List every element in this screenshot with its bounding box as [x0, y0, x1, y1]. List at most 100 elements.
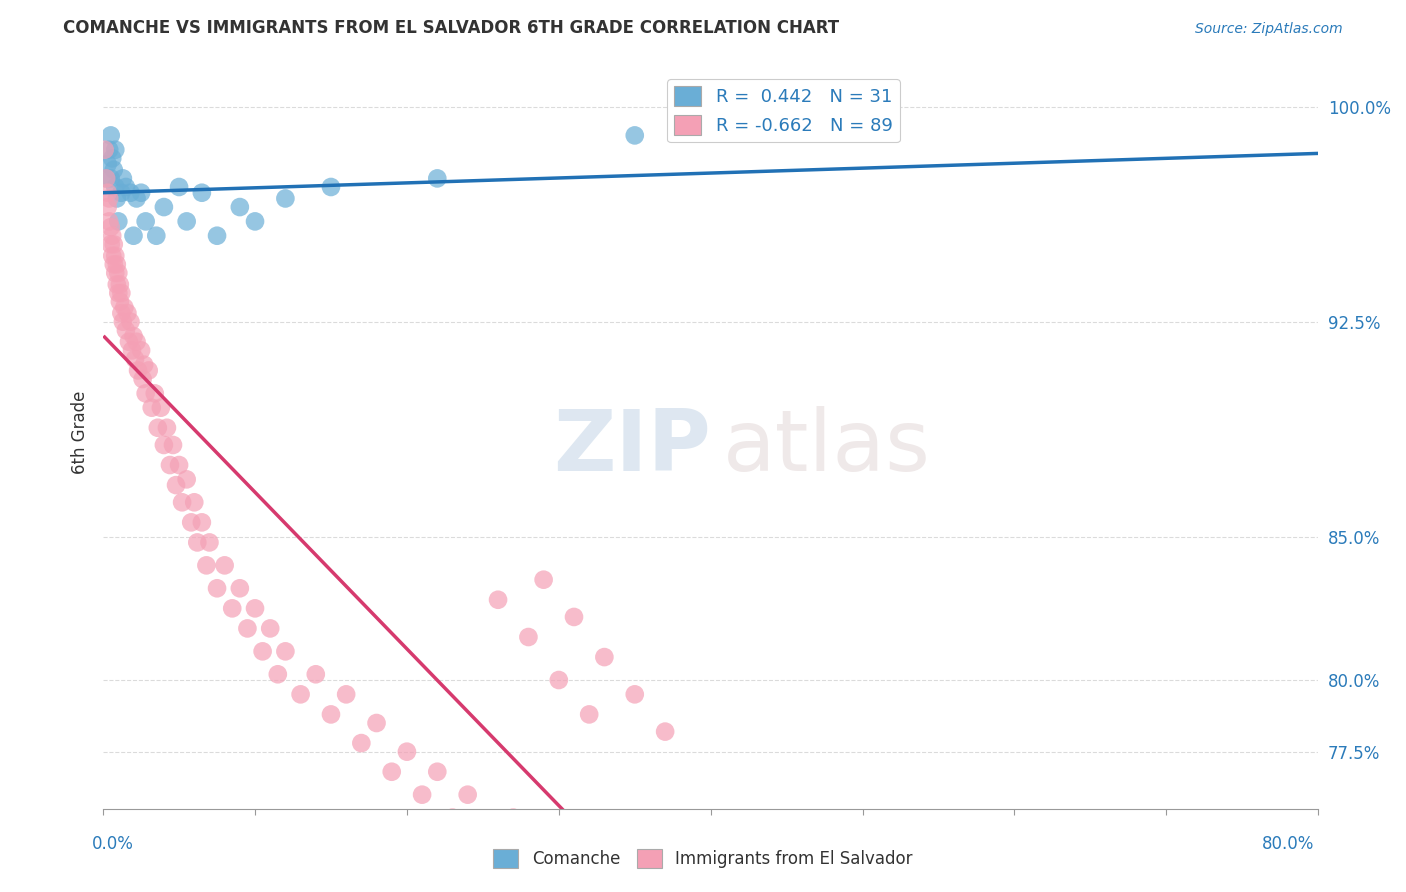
Point: [267, 667, 290, 681]
Point: [623, 128, 645, 143]
Point: [593, 650, 616, 665]
Point: [120, 315, 142, 329]
Point: [411, 788, 433, 802]
Point: [131, 372, 153, 386]
Point: [547, 673, 569, 687]
Point: [517, 630, 540, 644]
Point: [101, 249, 124, 263]
Point: [104, 249, 127, 263]
Point: [100, 237, 122, 252]
Point: [141, 401, 163, 415]
Point: [243, 601, 266, 615]
Point: [149, 401, 172, 415]
Point: [259, 622, 281, 636]
Point: [100, 220, 122, 235]
Point: [205, 228, 228, 243]
Legend: Comanche, Immigrants from El Salvador: Comanche, Immigrants from El Salvador: [486, 843, 920, 875]
Point: [290, 687, 312, 701]
Point: [104, 180, 127, 194]
Point: [97, 200, 120, 214]
Point: [105, 191, 128, 205]
Point: [146, 421, 169, 435]
Point: [135, 214, 157, 228]
Point: [229, 582, 252, 596]
Point: [129, 186, 152, 200]
Point: [335, 687, 357, 701]
Point: [108, 294, 131, 309]
Point: [236, 622, 259, 636]
Point: [195, 558, 218, 573]
Point: [134, 358, 156, 372]
Point: [274, 191, 297, 205]
Point: [562, 610, 585, 624]
Point: [120, 186, 142, 200]
Point: [366, 716, 388, 731]
Point: [127, 363, 149, 377]
Point: [395, 745, 418, 759]
Point: [105, 257, 128, 271]
Y-axis label: 6th Grade: 6th Grade: [72, 391, 89, 474]
Text: 80.0%: 80.0%: [1263, 835, 1315, 853]
Point: [153, 438, 176, 452]
Point: [143, 386, 166, 401]
Point: [172, 495, 194, 509]
Text: COMANCHE VS IMMIGRANTS FROM EL SALVADOR 6TH GRADE CORRELATION CHART: COMANCHE VS IMMIGRANTS FROM EL SALVADOR …: [63, 19, 839, 37]
Point: [96, 171, 118, 186]
Point: [118, 334, 141, 349]
Point: [153, 200, 176, 214]
Point: [98, 143, 121, 157]
Point: [350, 736, 373, 750]
Point: [125, 334, 148, 349]
Point: [176, 472, 198, 486]
Point: [183, 495, 205, 509]
Point: [111, 171, 134, 186]
Point: [98, 214, 121, 228]
Point: [111, 315, 134, 329]
Point: [110, 306, 132, 320]
Point: [97, 186, 120, 200]
Point: [110, 286, 132, 301]
Point: [96, 171, 118, 186]
Point: [93, 143, 115, 157]
Point: [103, 257, 125, 271]
Point: [381, 764, 404, 779]
Point: [107, 286, 129, 301]
Text: Source: ZipAtlas.com: Source: ZipAtlas.com: [1195, 22, 1343, 36]
Point: [457, 788, 479, 802]
Point: [578, 707, 600, 722]
Point: [471, 830, 494, 845]
Point: [110, 186, 132, 200]
Point: [124, 351, 146, 366]
Point: [180, 516, 202, 530]
Point: [107, 266, 129, 280]
Point: [165, 478, 187, 492]
Point: [135, 386, 157, 401]
Point: [138, 363, 160, 377]
Legend: R =  0.442   N = 31, R = -0.662   N = 89: R = 0.442 N = 31, R = -0.662 N = 89: [668, 79, 900, 143]
Point: [101, 228, 124, 243]
Point: [252, 644, 274, 658]
Point: [167, 180, 190, 194]
Point: [122, 329, 145, 343]
Point: [101, 152, 124, 166]
Point: [426, 171, 449, 186]
Point: [121, 343, 143, 358]
Point: [186, 535, 208, 549]
Point: [129, 343, 152, 358]
Point: [221, 601, 243, 615]
Point: [97, 157, 120, 171]
Point: [319, 180, 342, 194]
Point: [533, 573, 555, 587]
Point: [104, 143, 127, 157]
Point: [100, 171, 122, 186]
Point: [107, 214, 129, 228]
Point: [104, 266, 127, 280]
Point: [274, 644, 297, 658]
Point: [125, 191, 148, 205]
Point: [486, 592, 509, 607]
Point: [191, 186, 214, 200]
Point: [108, 277, 131, 292]
Point: [159, 458, 181, 472]
Text: atlas: atlas: [723, 406, 931, 489]
Point: [105, 277, 128, 292]
